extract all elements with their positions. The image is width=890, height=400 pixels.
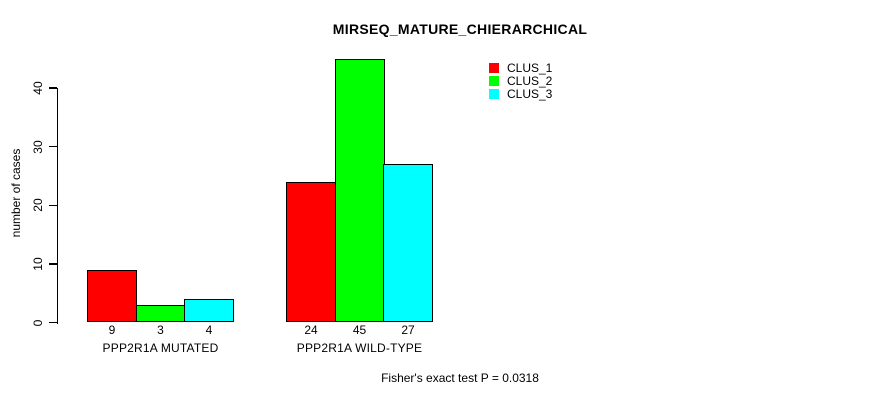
bar-value-label: 24 [304, 323, 318, 337]
bar-clus_1-group2 [286, 181, 336, 323]
legend-item-clus_2: CLUS_2 [489, 75, 552, 88]
bar-clus_1-group1 [87, 269, 137, 323]
bar-value-label: 45 [352, 323, 367, 337]
chart-title: MIRSEQ_MATURE_CHIERARCHICAL [332, 21, 588, 37]
group-label: PPP2R1A WILD-TYPE [296, 341, 423, 355]
y-tick-label: 10 [31, 257, 45, 271]
bar-value-label: 9 [108, 323, 116, 337]
y-tick-mark [48, 204, 57, 207]
bar-value-label: 3 [157, 323, 164, 337]
legend-label: CLUS_3 [507, 86, 553, 101]
bar-clus_2-group2 [334, 58, 385, 323]
legend-swatch-clus_1 [489, 63, 499, 74]
legend-item-clus_3: CLUS_3 [489, 87, 552, 100]
legend-label: CLUS_1 [507, 61, 553, 76]
annotation-text: Fisher's exact test P = 0.0318 [381, 371, 539, 385]
y-tick-label: 0 [31, 319, 45, 326]
bar-value-label: 27 [401, 323, 415, 337]
y-tick-mark [48, 145, 57, 148]
y-axis-label: number of cases [9, 148, 23, 238]
y-tick-label: 20 [31, 198, 45, 212]
y-axis-line [56, 88, 58, 324]
legend-swatch-clus_3 [489, 88, 499, 99]
bar-clus_3-group1 [184, 299, 234, 323]
legend-label: CLUS_2 [507, 74, 553, 89]
legend: CLUS_1 CLUS_2 CLUS_3 [489, 62, 552, 100]
bar-clus_3-group2 [383, 164, 433, 323]
legend-item-clus_1: CLUS_1 [489, 62, 552, 75]
y-tick-label: 40 [31, 81, 45, 95]
y-tick-mark [48, 321, 57, 324]
legend-swatch-clus_2 [489, 76, 499, 87]
y-tick-mark [48, 87, 57, 89]
bar-clus_2-group1 [135, 304, 186, 323]
y-tick-mark [48, 263, 57, 265]
bar-value-label: 4 [205, 323, 213, 337]
group-label: PPP2R1A MUTATED [102, 341, 219, 355]
y-tick-label: 30 [31, 140, 45, 154]
